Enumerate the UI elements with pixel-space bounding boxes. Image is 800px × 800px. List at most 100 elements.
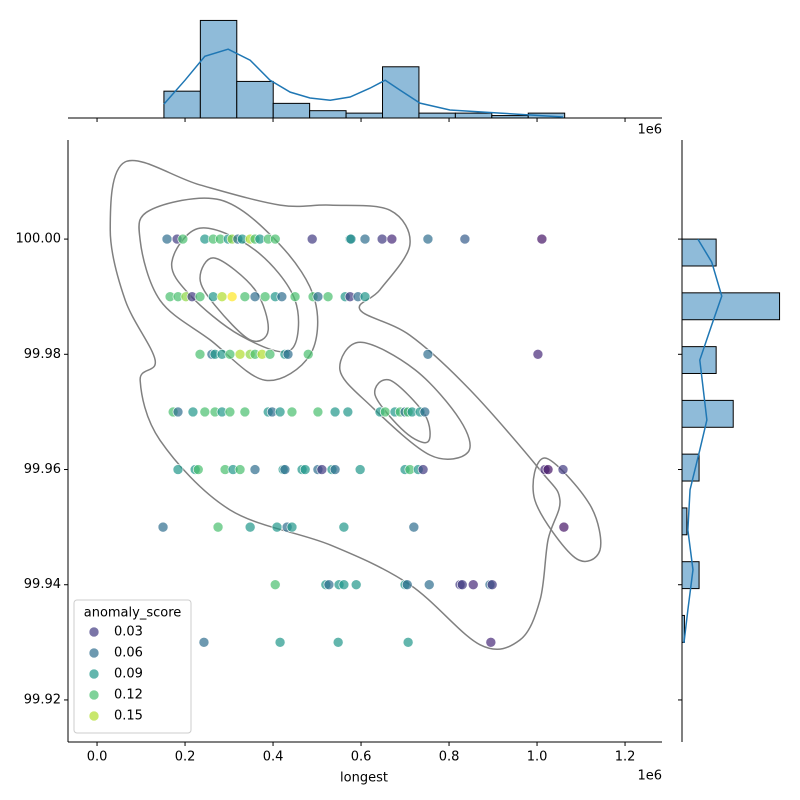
y-tick-label: 99.96 [24, 462, 61, 477]
top-histogram-bar [236, 80, 274, 119]
scatter-point [322, 291, 334, 302]
scatter-point [172, 464, 184, 475]
scatter-point [216, 291, 228, 302]
kde-contour [339, 341, 471, 460]
scatter-point [312, 406, 324, 418]
scatter-point [386, 233, 398, 245]
scatter-point [198, 637, 210, 648]
x-tick-label: 0.2 [175, 750, 196, 765]
scatter-point [239, 406, 251, 418]
scatter-point [345, 233, 357, 245]
top-histogram-bar [491, 115, 529, 119]
scatter-point [338, 579, 350, 591]
scatter-point [224, 406, 236, 418]
scatter-point [401, 579, 413, 591]
scatter-point [423, 579, 435, 591]
x-offset-label: 1e6 [637, 769, 662, 784]
scatter-point [456, 579, 468, 591]
scatter-point [161, 233, 173, 245]
scatter-point [244, 521, 256, 533]
y-tick-label: 99.92 [24, 692, 61, 707]
right-histogram-bar [681, 507, 688, 536]
scatter-point [259, 291, 271, 302]
scatter-point [269, 579, 281, 591]
right-histogram-bar [681, 399, 734, 428]
scatter-point [323, 579, 335, 591]
scatter-point [359, 291, 371, 302]
scatter-point [187, 406, 199, 418]
x-axis-label: longest [340, 771, 388, 786]
kde-contour [138, 197, 319, 382]
scatter-point [359, 233, 371, 245]
scatter-point [177, 233, 189, 245]
right-kde-line [683, 238, 723, 644]
right-histogram-bar [681, 614, 685, 643]
scatter-point [249, 464, 261, 475]
scatter-point [342, 406, 354, 418]
scatter-point [419, 406, 431, 418]
scatter-point [542, 464, 554, 475]
legend-marker [88, 626, 100, 638]
x-tick-label: 0.0 [87, 750, 108, 765]
scatter-point [417, 464, 429, 475]
scatter-point [485, 637, 497, 648]
right-histogram-bar [681, 453, 700, 482]
legend-label: 0.15 [114, 709, 143, 724]
scatter-point [276, 291, 288, 302]
kde-contour [109, 159, 561, 650]
scatter-point [271, 521, 283, 533]
kde-contour [199, 257, 269, 343]
scatter-point [157, 521, 169, 533]
kde-contour [170, 227, 300, 353]
kde-contour [532, 457, 602, 563]
legend: anomaly_score 0.03 0.06 0.09 0.12 0.15 [73, 599, 192, 734]
y-tick-label: 100.00 [16, 232, 62, 247]
legend-box [73, 599, 192, 734]
scatter-point [316, 464, 328, 475]
scatter-point [408, 521, 420, 533]
right-histogram-bar [681, 238, 717, 267]
scatter-point [224, 349, 236, 360]
scatter-point [269, 233, 281, 245]
x-tick-label: 1.0 [527, 750, 548, 765]
legend-label: 0.12 [114, 688, 143, 703]
scatter-point [306, 233, 318, 245]
scatter-point [379, 406, 391, 418]
scatter-point [299, 464, 311, 475]
scatter-point [239, 291, 251, 302]
scatter-point [329, 406, 341, 418]
scatter-point [207, 291, 219, 302]
top-offset-label: 1e6 [637, 123, 662, 138]
scatter-point [234, 464, 246, 475]
scatter-point [226, 291, 238, 302]
x-tick-label: 0.6 [351, 750, 372, 765]
scatter-point [467, 579, 479, 591]
scatter-point [486, 579, 498, 591]
top-histogram-bar [309, 110, 347, 119]
scatter-point [274, 637, 286, 648]
y-tick-label: 99.98 [24, 347, 61, 362]
scatter-point [338, 521, 350, 533]
scatter-point [194, 291, 206, 302]
scatter-point [234, 349, 246, 360]
scatter-point [199, 406, 211, 418]
scatter-point [557, 464, 569, 475]
scatter-point [332, 637, 344, 648]
scatter-point [274, 406, 286, 418]
legend-title: anomaly_score [84, 606, 182, 621]
scatter-point [536, 233, 548, 245]
legend-marker [88, 689, 100, 701]
scatter-point [286, 406, 298, 418]
legend-marker [88, 710, 100, 722]
y-tick-label: 99.94 [24, 577, 61, 592]
x-tick-label: 0.8 [439, 750, 460, 765]
scatter-point [532, 349, 544, 360]
right-histogram-bar [681, 292, 781, 321]
scatter-point [194, 349, 206, 360]
scatter-point [402, 637, 414, 648]
x-tick-label: 1.2 [615, 750, 636, 765]
scatter-point [350, 579, 362, 591]
top-histogram-bar [382, 66, 420, 119]
scatter-point [354, 464, 366, 475]
